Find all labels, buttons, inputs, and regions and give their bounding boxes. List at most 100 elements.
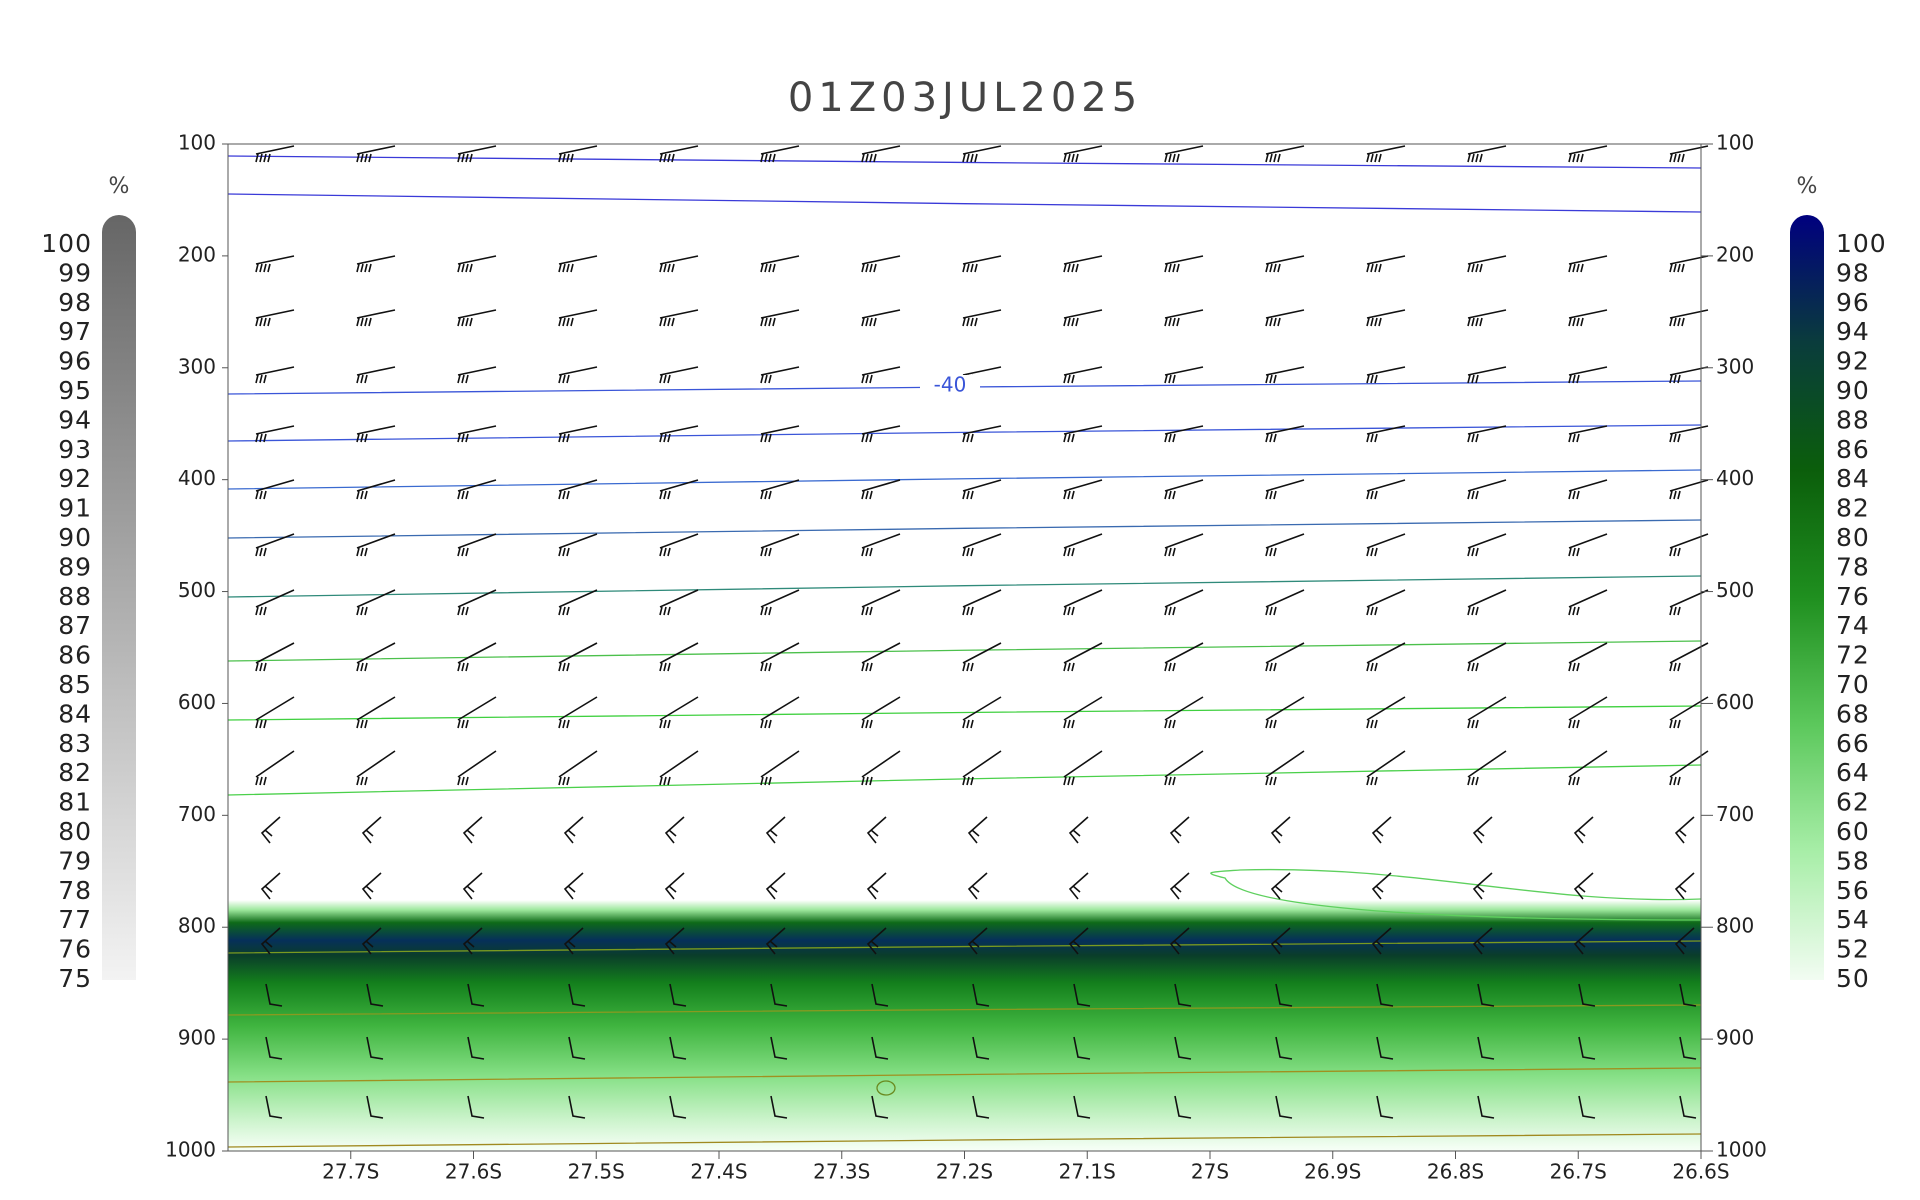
wind-barb — [962, 589, 1002, 616]
wind-barb — [1164, 533, 1204, 557]
wind-barb — [1366, 589, 1406, 616]
wind-barb — [1669, 696, 1709, 729]
wind-barb — [558, 425, 598, 443]
wind-barb — [861, 533, 901, 557]
wind-barb — [760, 366, 800, 384]
wind-barb — [659, 425, 699, 443]
y-tick-label: 900 — [178, 1026, 216, 1050]
wind-barb — [1578, 983, 1596, 1007]
wind-barb — [457, 589, 497, 616]
wind-barb — [1578, 1095, 1596, 1119]
wind-barb — [563, 927, 584, 955]
contour-line — [227, 155, 1702, 169]
wind-barb — [1063, 309, 1103, 327]
wind-barb — [1164, 425, 1204, 443]
colorbar-tick-label: 78 — [1836, 552, 1870, 581]
wind-barb — [659, 750, 699, 786]
wind-barb — [265, 1036, 283, 1060]
wind-barb — [871, 983, 889, 1007]
wind-barb — [558, 589, 598, 616]
colorbar-tick-label: 68 — [1836, 699, 1870, 728]
wind-barb — [1265, 696, 1305, 729]
colorbar-tick-label: 64 — [1836, 758, 1870, 787]
wind-barb — [760, 642, 800, 672]
colorbar-tick-label: 60 — [1836, 817, 1870, 846]
y2-tick-label: 400 — [1716, 466, 1754, 490]
wind-barb — [1578, 1036, 1596, 1060]
wind-barb — [962, 696, 1002, 729]
colorbar-tick-label: 98 — [58, 288, 92, 317]
wind-barb — [265, 1095, 283, 1119]
wind-barb — [255, 589, 295, 616]
wind-barb — [1568, 145, 1608, 163]
wind-barb — [1568, 425, 1608, 443]
wind-barb — [1265, 533, 1305, 557]
wind-barb — [1366, 309, 1406, 327]
wind-barb — [1164, 589, 1204, 616]
contour-label: -40 — [934, 373, 967, 397]
colorbar-tick-label: 100 — [41, 229, 92, 258]
wind-barb — [659, 145, 699, 163]
wind-barb — [871, 1036, 889, 1060]
contour-line — [227, 1067, 1702, 1083]
wind-barb — [1265, 255, 1305, 273]
y2-tick-label: 100 — [1716, 131, 1754, 155]
wind-barb — [861, 589, 901, 616]
colorbar-tick-label: 92 — [1836, 347, 1870, 376]
wind-barb — [664, 872, 685, 900]
wind-barb — [659, 255, 699, 273]
colorbar-tick-label: 77 — [58, 905, 92, 934]
wind-barb — [457, 366, 497, 384]
wind-barb — [457, 309, 497, 327]
wind-barb — [1169, 927, 1190, 955]
colorbar — [102, 215, 136, 980]
colorbar-tick-label: 92 — [58, 464, 92, 493]
wind-barb — [962, 533, 1002, 557]
colorbar-tick-label: 79 — [58, 846, 92, 875]
contour-label-bg — [920, 375, 980, 397]
colorbar-unit: % — [109, 174, 130, 199]
wind-barb — [1467, 533, 1507, 557]
wind-barb — [659, 479, 699, 500]
wind-barb — [563, 816, 584, 844]
wind-barb — [457, 642, 497, 672]
wind-barb — [1477, 1095, 1495, 1119]
wind-barb — [972, 983, 990, 1007]
colorbar-tick-label: 88 — [58, 582, 92, 611]
wind-barb — [962, 750, 1002, 786]
wind-barb — [361, 872, 382, 900]
wind-barb — [356, 642, 396, 672]
wind-barb — [558, 750, 598, 786]
wind-barb — [356, 309, 396, 327]
colorbar-tick-label: 58 — [1836, 846, 1870, 875]
wind-barb — [457, 145, 497, 163]
wind-barb — [1164, 309, 1204, 327]
wind-barb — [765, 927, 786, 955]
wind-barb — [1467, 366, 1507, 384]
colorbar-tick-label: 94 — [58, 405, 92, 434]
colorbar-tick-label: 80 — [58, 817, 92, 846]
wind-barb — [1573, 927, 1594, 955]
wind-barb — [255, 479, 295, 500]
wind-barb — [760, 750, 800, 786]
colorbar-tick-label: 54 — [1836, 905, 1870, 934]
y-tick-label: 800 — [178, 914, 216, 938]
contour-line — [227, 575, 1702, 598]
colorbar-tick-label: 94 — [1836, 317, 1870, 346]
wind-barb — [770, 1095, 788, 1119]
colorbar-tick-label: 78 — [58, 876, 92, 905]
wind-barb — [1669, 533, 1709, 557]
wind-barb — [770, 1036, 788, 1060]
wind-barb — [1366, 533, 1406, 557]
wind-barb — [760, 696, 800, 729]
colorbar-tick-label: 76 — [58, 935, 92, 964]
wind-barb — [1467, 750, 1507, 786]
wind-barb — [1568, 589, 1608, 616]
wind-barb — [967, 816, 988, 844]
colorbar-tick-label: 76 — [1836, 582, 1870, 611]
wind-barb — [1472, 927, 1493, 955]
wind-barb — [1573, 872, 1594, 900]
wind-barb — [255, 750, 295, 786]
wind-barb — [1568, 696, 1608, 729]
y-tick-label: 200 — [178, 242, 216, 266]
